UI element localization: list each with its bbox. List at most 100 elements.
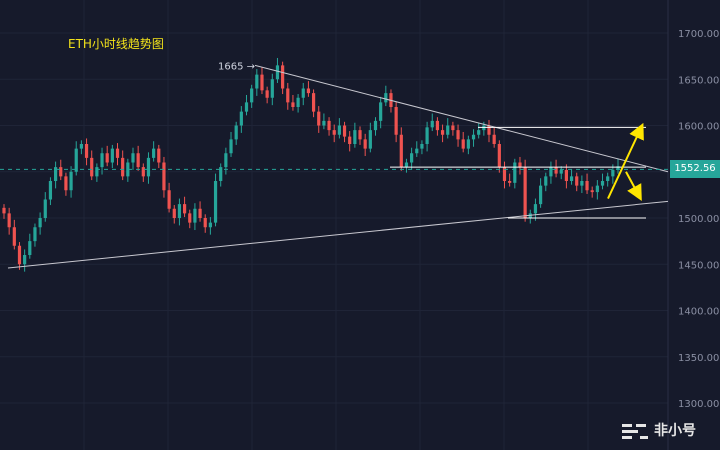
candle-body xyxy=(208,222,212,228)
trendline-resistance xyxy=(254,64,669,173)
candle-body xyxy=(182,204,187,214)
candle-body xyxy=(311,93,316,112)
candle-body xyxy=(559,169,563,174)
candle-body xyxy=(265,90,269,98)
candle-body xyxy=(95,167,99,177)
candle-body xyxy=(203,218,207,228)
candle-body xyxy=(275,65,280,80)
candle-body xyxy=(332,130,336,135)
candle-body xyxy=(451,125,455,131)
candle-body xyxy=(523,167,527,218)
candle-body xyxy=(43,199,47,218)
candle-body xyxy=(554,167,558,174)
candle-body xyxy=(7,213,11,228)
candle-body xyxy=(126,162,130,177)
arrow-up xyxy=(607,122,644,199)
candle-body xyxy=(420,144,424,149)
candle-body xyxy=(291,102,295,107)
candle-body xyxy=(301,88,305,98)
candle-body xyxy=(580,181,584,186)
candle-body xyxy=(616,166,620,170)
candle-body xyxy=(337,125,341,135)
candle-body xyxy=(84,144,89,158)
candle-body xyxy=(342,125,347,137)
candle-body xyxy=(544,176,548,186)
chart-title: ETH小时线趋势图 xyxy=(68,37,164,51)
candle-body xyxy=(2,207,6,214)
candle-body xyxy=(136,153,140,168)
candle-body xyxy=(177,204,182,218)
candle-body xyxy=(38,218,42,228)
candle-body xyxy=(172,208,176,218)
candle-body xyxy=(59,167,63,177)
candle-body xyxy=(492,134,496,144)
candle-body xyxy=(152,148,156,158)
trendline-support xyxy=(7,200,669,269)
candle-body xyxy=(64,176,68,191)
candle-body xyxy=(260,74,264,91)
candle-body xyxy=(415,148,419,154)
y-tick-label: 1500.00 xyxy=(678,214,719,225)
candle-body xyxy=(317,111,321,126)
candle-body xyxy=(213,181,218,223)
candle-body xyxy=(229,139,233,154)
candle-body xyxy=(296,97,300,107)
candle-body xyxy=(33,227,37,242)
candle-body xyxy=(569,176,574,181)
candle-body xyxy=(430,120,434,128)
candle-body xyxy=(440,130,445,135)
candle-body xyxy=(611,169,615,177)
candle-body xyxy=(446,125,450,135)
candle-body xyxy=(595,185,599,193)
candle-body xyxy=(358,130,362,140)
y-tick-label: 1700.00 xyxy=(678,29,719,40)
y-tick-label: 1350.00 xyxy=(678,353,719,364)
candle-body xyxy=(115,148,120,158)
candle-body xyxy=(353,130,357,144)
candle-body xyxy=(379,102,383,121)
current-price-tag: 1552.56 xyxy=(670,160,720,178)
candle-body xyxy=(466,139,470,149)
candle-body xyxy=(456,130,460,140)
candle-body xyxy=(533,204,538,214)
candle-body xyxy=(399,134,403,168)
candle-body xyxy=(255,74,259,89)
candle-body xyxy=(286,88,290,103)
candle-body xyxy=(121,157,125,177)
candle-body xyxy=(188,213,192,223)
candle-body xyxy=(162,162,166,191)
candle-body xyxy=(539,185,543,205)
candle-body xyxy=(167,190,171,209)
candle-body xyxy=(404,162,409,168)
candle-body xyxy=(384,93,388,103)
candle-body xyxy=(394,107,398,135)
candle-body xyxy=(23,255,27,265)
candle-body xyxy=(17,245,22,265)
candle-body xyxy=(368,130,372,149)
candle-body xyxy=(239,111,243,126)
candle-body xyxy=(79,144,83,149)
candle-body xyxy=(131,153,135,163)
candle-body xyxy=(250,88,254,103)
candle-body xyxy=(471,134,476,140)
candle-body xyxy=(12,227,16,246)
candle-body xyxy=(141,167,145,177)
candle-body xyxy=(234,125,238,140)
candle-body xyxy=(53,167,58,181)
candle-body xyxy=(410,153,414,163)
candle-body xyxy=(435,120,440,131)
y-tick-label: 1400.00 xyxy=(678,307,719,318)
y-tick-label: 1650.00 xyxy=(678,75,719,86)
candle-body xyxy=(219,167,223,181)
candle-body xyxy=(90,157,94,177)
candle-body xyxy=(575,176,579,186)
candle-body xyxy=(322,120,326,126)
candle-body xyxy=(281,65,285,89)
candle-body xyxy=(487,125,491,135)
candle-body xyxy=(306,88,311,94)
candle-body xyxy=(146,157,151,177)
candle-body xyxy=(244,102,249,112)
watermark: 非小号 xyxy=(622,420,696,440)
